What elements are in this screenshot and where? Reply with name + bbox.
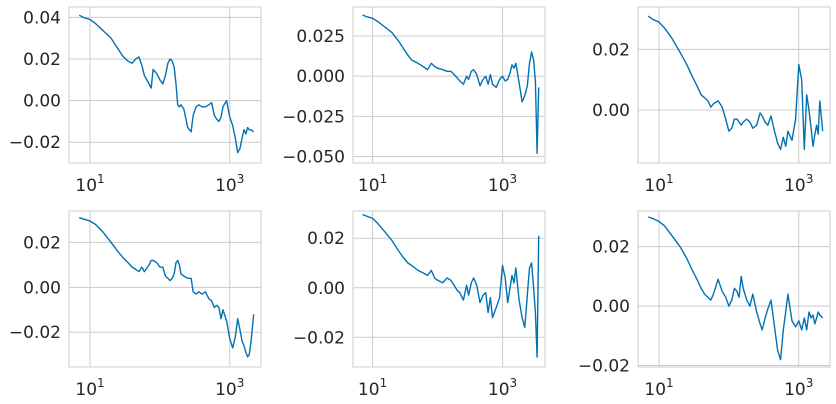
series-line <box>78 14 255 154</box>
y-tick-label: −0.02 <box>9 323 61 343</box>
x-tick-label: 101 <box>358 172 387 196</box>
x-tick-label: 103 <box>488 376 517 400</box>
axes-frame <box>637 210 831 368</box>
subplot-4: −0.02 0.00 0.02 101 103 <box>9 210 262 400</box>
x-tick-label: 103 <box>784 376 813 400</box>
y-tick-label: 0.00 <box>592 101 630 121</box>
x-tick-label: 103 <box>784 172 813 196</box>
y-tick-label: 0.04 <box>23 8 61 28</box>
x-tick-label: 101 <box>644 172 673 196</box>
axes-frame <box>352 6 546 164</box>
y-tick-label: 0.000 <box>296 67 345 87</box>
y-tick-label: −0.02 <box>9 133 61 153</box>
axes-frame <box>352 210 546 368</box>
y-tick-label: 0.02 <box>592 238 630 258</box>
axes-frame <box>637 6 831 164</box>
y-tick-label: 0.02 <box>23 233 61 253</box>
axes-frame <box>68 210 262 368</box>
x-tick-label: 103 <box>215 376 244 400</box>
y-tick-label: 0.00 <box>307 279 345 299</box>
subplot-3: 0.00 0.02 101 103 <box>592 6 831 196</box>
y-tick-label: −0.02 <box>578 357 630 377</box>
y-tick-label: 0.02 <box>307 229 345 249</box>
subplot-1: −0.02 0.00 0.02 0.04 101 103 <box>9 6 262 196</box>
x-tick-label: 101 <box>75 172 104 196</box>
x-tick-label: 103 <box>488 172 517 196</box>
subplot-2: −0.050 −0.025 0.000 0.025 101 103 <box>282 6 546 196</box>
y-tick-label: 0.025 <box>296 27 345 47</box>
y-tick-label: −0.050 <box>282 148 345 168</box>
y-tick-label: 0.02 <box>592 40 630 60</box>
axes-frame <box>68 6 262 164</box>
series-line <box>647 15 824 151</box>
series-line <box>362 14 540 155</box>
x-tick-label: 103 <box>215 172 244 196</box>
subplot-6: −0.02 0.00 0.02 101 103 <box>578 210 831 400</box>
y-tick-label: −0.025 <box>282 107 345 127</box>
series-line <box>79 217 255 358</box>
x-tick-label: 101 <box>75 376 104 400</box>
y-tick-label: 0.00 <box>23 92 61 112</box>
series-line <box>647 216 824 361</box>
y-tick-label: −0.02 <box>293 328 345 348</box>
y-tick-label: 0.02 <box>23 50 61 70</box>
y-tick-label: 0.00 <box>592 297 630 317</box>
y-tick-label: 0.00 <box>23 278 61 298</box>
x-tick-label: 101 <box>358 376 387 400</box>
series-line <box>362 214 540 358</box>
x-tick-label: 101 <box>644 376 673 400</box>
subplot-5: −0.02 0.00 0.02 101 103 <box>293 210 546 400</box>
